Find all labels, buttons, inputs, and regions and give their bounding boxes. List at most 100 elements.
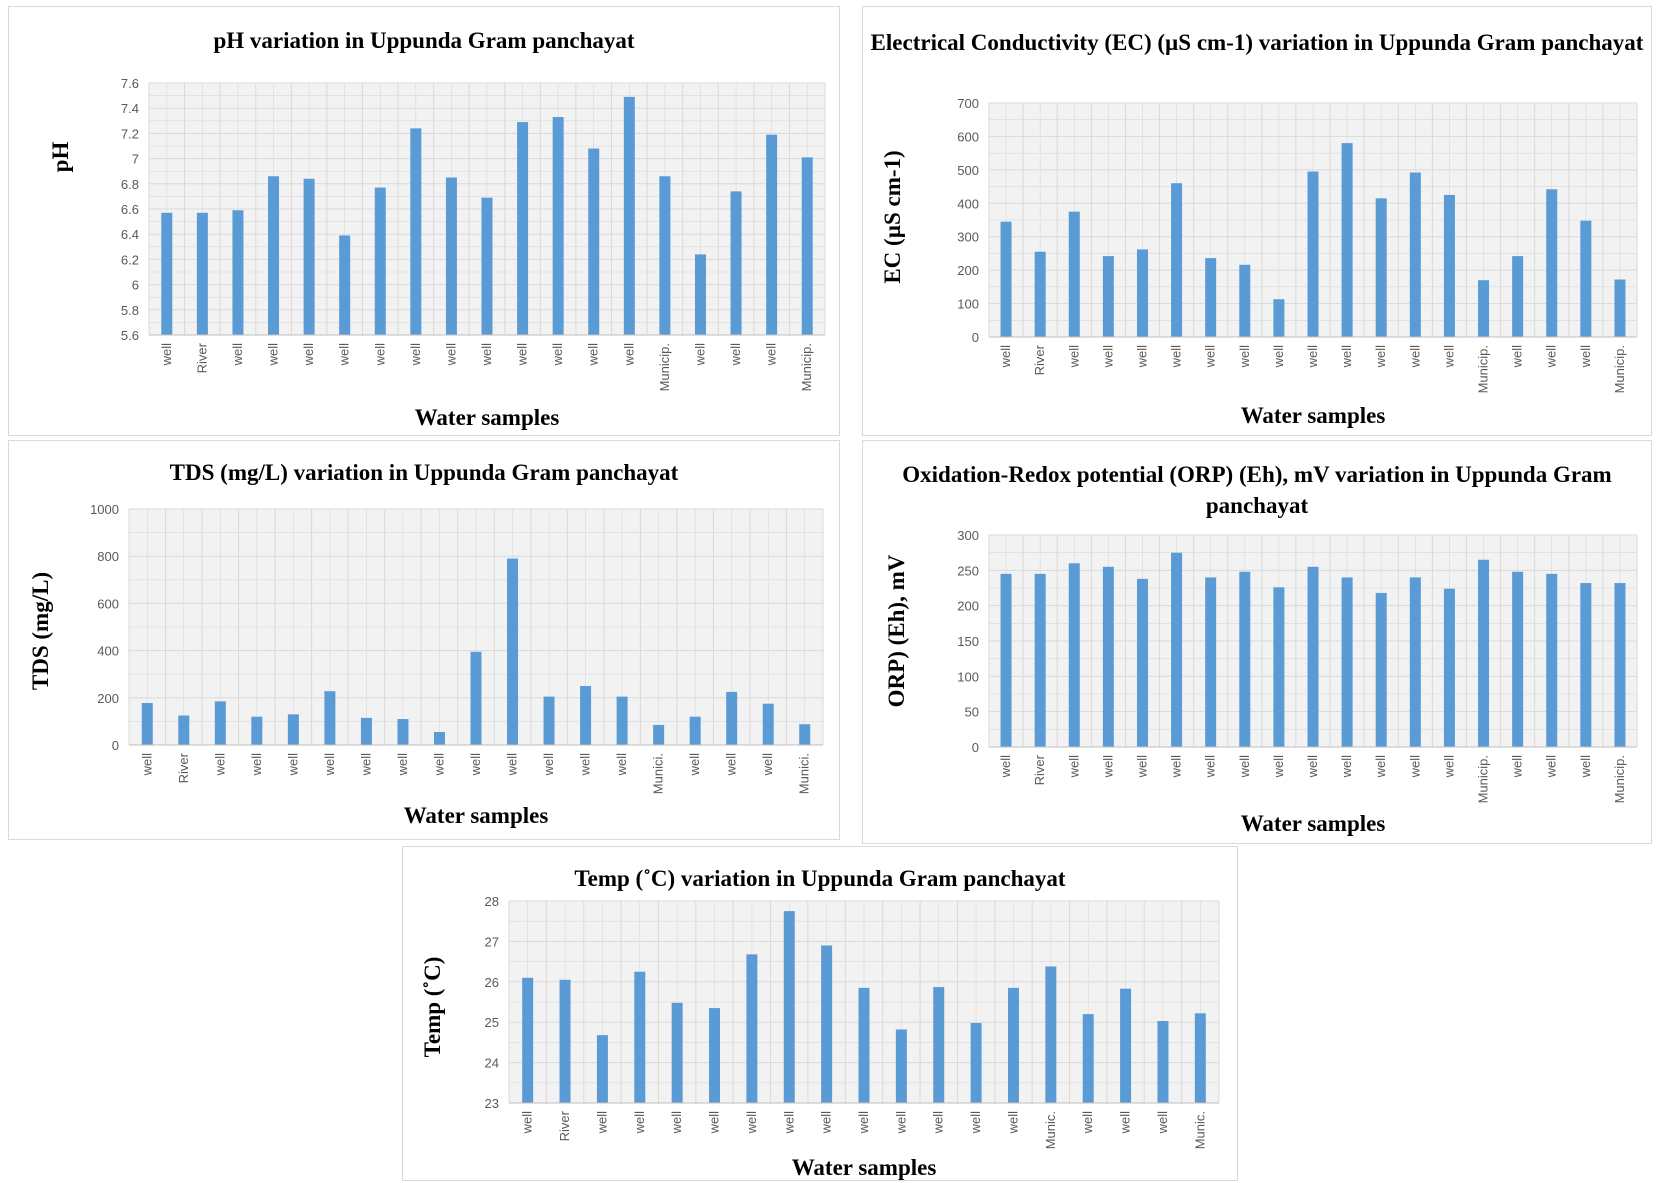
- temp-bar: [709, 1008, 721, 1103]
- orp-bar: [1000, 573, 1012, 747]
- temp-x-tick-label: well: [856, 1111, 871, 1135]
- tds-y-tick-label: 400: [97, 644, 119, 659]
- temp-x-tick-label: well: [1118, 1111, 1133, 1135]
- ec-bar: [1102, 256, 1114, 337]
- orp-bar: [1273, 587, 1285, 747]
- ec-bar: [1341, 143, 1353, 337]
- temp-y-tick-label: 28: [485, 894, 499, 909]
- ec-bar: [1443, 194, 1455, 337]
- ph-bar: [517, 122, 529, 335]
- tds-bar: [653, 724, 665, 745]
- temp-x-tick-label: well: [1080, 1111, 1095, 1135]
- tds-plot-area: [128, 508, 824, 746]
- tds-bar: [214, 701, 226, 745]
- ec-y-tick-label: 300: [957, 230, 979, 245]
- ph-bar: [232, 210, 244, 335]
- ph-bar: [268, 176, 280, 335]
- orp-x-tick-label: Municip.: [1476, 755, 1491, 803]
- temp-y-tick-label: 27: [485, 934, 499, 949]
- ec-y-axis-label: EC (µS cm-1): [880, 150, 905, 284]
- ec-x-tick-label: well: [1169, 345, 1184, 369]
- temp-x-tick-label: well: [520, 1111, 535, 1135]
- ph-y-tick-label: 6.2: [121, 252, 139, 267]
- orp-bar: [1205, 577, 1217, 747]
- ec-chart-title: Electrical Conductivity (EC) (µS cm-1) v…: [870, 30, 1644, 55]
- tds-x-tick-label: well: [139, 753, 154, 777]
- orp-y-tick-label: 200: [957, 599, 979, 614]
- orp-x-tick-label: well: [1407, 755, 1422, 779]
- orp-x-tick-label: well: [1271, 755, 1286, 779]
- orp-x-tick-label: well: [1169, 755, 1184, 779]
- tds-x-tick-label: well: [687, 753, 702, 777]
- orp-bar: [1068, 563, 1080, 747]
- tds-x-tick-label: well: [212, 753, 227, 777]
- tds-x-tick-label: well: [285, 753, 300, 777]
- ph-y-axis-label: pH: [48, 141, 73, 173]
- temp-bar: [522, 977, 534, 1103]
- temp-y-axis-label: Temp (˚C): [420, 956, 445, 1058]
- ph-y-tick-label: 7.4: [121, 101, 139, 116]
- tds-bar: [580, 686, 592, 745]
- ph-x-tick-label: well: [408, 343, 423, 367]
- orp-bar: [1580, 583, 1592, 747]
- tds-y-tick-label: 200: [97, 691, 119, 706]
- temp-plot-area: [508, 900, 1220, 1104]
- ec-chart-svg: 0 100 200 300 400 500 600 700 well River well well w…: [957, 96, 1638, 393]
- tds-bar: [433, 732, 445, 745]
- ec-x-tick-label: well: [998, 345, 1013, 369]
- ec-bar: [1512, 256, 1524, 337]
- ph-x-tick-label: Municip.: [657, 343, 672, 391]
- temp-bar: [821, 945, 833, 1103]
- temp-x-tick-label: Munic.: [1192, 1111, 1207, 1149]
- temp-x-tick-label: River: [557, 1110, 572, 1141]
- tds-x-axis-label: Water samples: [403, 803, 549, 828]
- tds-x-tick-label: River: [176, 752, 191, 783]
- temp-x-tick-label: well: [632, 1111, 647, 1135]
- orp-x-tick-label: well: [1100, 755, 1115, 779]
- tds-x-tick-label: well: [395, 753, 410, 777]
- tds-y-tick-label: 0: [112, 738, 119, 753]
- orp-y-tick-label: 150: [957, 634, 979, 649]
- temp-bar: [746, 954, 758, 1103]
- ph-chart-panel: 5.6 5.8 6 6.2 6.4 6.6 6.8 7 7.2 7.4 7.6 well River we…: [8, 6, 840, 436]
- temp-bar: [1194, 1013, 1206, 1103]
- tds-bar: [397, 719, 409, 745]
- ph-x-tick-label: River: [194, 342, 209, 373]
- temp-chart-title: Temp (˚C) variation in Uppunda Gram panc…: [574, 866, 1066, 891]
- ec-bar: [1580, 220, 1592, 337]
- temp-x-tick-label: well: [707, 1111, 722, 1135]
- ph-y-tick-label: 5.8: [121, 303, 139, 318]
- temp-bar: [783, 911, 795, 1103]
- orp-y-tick-label: 300: [957, 528, 979, 543]
- temp-x-tick-label: well: [931, 1111, 946, 1135]
- ec-bar: [1375, 198, 1387, 337]
- tds-bar: [141, 702, 153, 745]
- orp-y-tick-label: 100: [957, 669, 979, 684]
- ph-bar: [694, 254, 706, 335]
- tds-x-tick-label: well: [578, 753, 593, 777]
- temp-y-tick-label: 23: [485, 1096, 499, 1111]
- ph-y-tick-label: 7: [132, 152, 139, 167]
- temp-bar: [1082, 1014, 1094, 1103]
- temp-bar: [1157, 1020, 1169, 1103]
- orp-x-tick-label: well: [1237, 755, 1252, 779]
- ph-y-tick-label: 6.6: [121, 202, 139, 217]
- tds-chart-svg: 0 200 400 600 800 1000 well River well well well we…: [90, 502, 824, 794]
- orp-x-tick-label: River: [1032, 754, 1047, 785]
- ec-x-tick-label: well: [1510, 345, 1525, 369]
- ec-x-tick-label: well: [1339, 345, 1354, 369]
- ph-bar: [623, 96, 635, 335]
- temp-y-tick-label: 25: [485, 1015, 499, 1030]
- temp-bar: [970, 1023, 982, 1103]
- ec-chart-panel: 0 100 200 300 400 500 600 700 well River well well w…: [862, 6, 1652, 436]
- orp-bar: [1171, 552, 1183, 747]
- ph-bar: [339, 235, 351, 335]
- orp-bar: [1102, 566, 1114, 747]
- tds-bar: [507, 558, 519, 745]
- temp-bar: [559, 979, 571, 1103]
- ec-bar: [1000, 221, 1012, 337]
- orp-y-tick-label: 250: [957, 563, 979, 578]
- orp-y-tick-label: 0: [972, 740, 979, 755]
- ph-bar: [374, 187, 386, 335]
- ec-bar: [1205, 258, 1217, 337]
